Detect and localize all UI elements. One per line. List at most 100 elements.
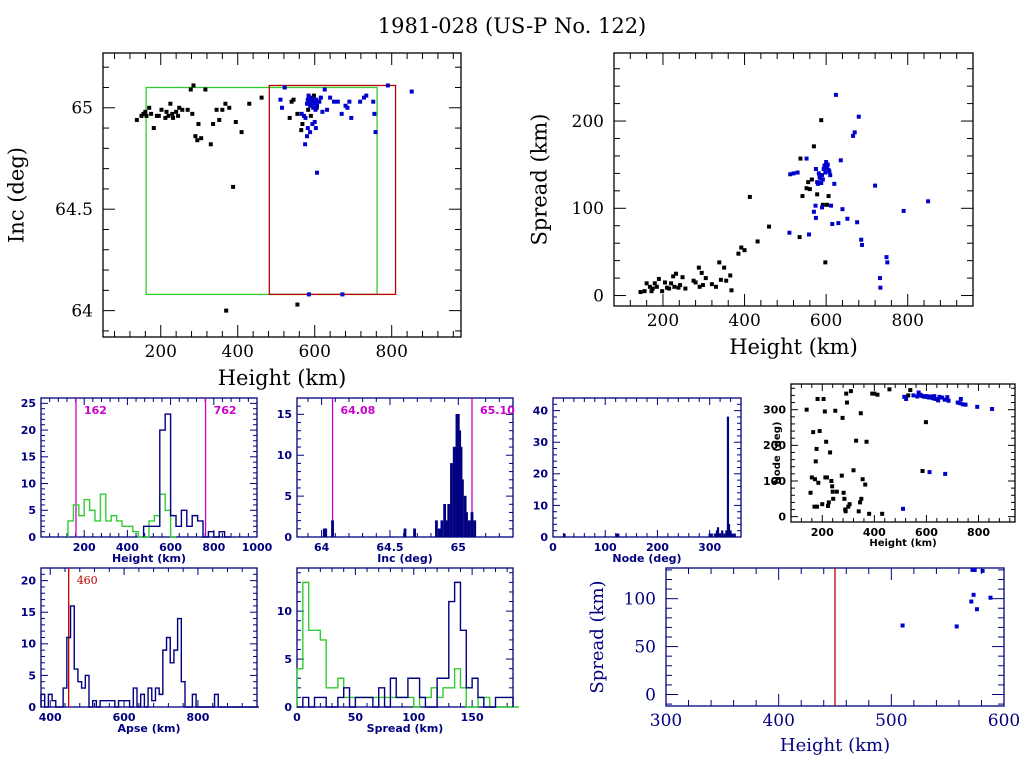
data-point-blue [833, 92, 838, 97]
data-point-blue [901, 506, 905, 511]
data-point-black [825, 503, 830, 508]
data-point-black [703, 276, 708, 281]
histogram-bin-green [68, 521, 73, 537]
data-point-black [652, 281, 657, 286]
histogram-bin-green [111, 516, 116, 537]
x-tick-label: 100 [594, 541, 617, 554]
plot-frame [552, 397, 742, 538]
data-point-blue [885, 260, 890, 265]
x-tick-label: 50 [348, 711, 364, 724]
data-point-black [809, 475, 814, 480]
data-point-blue [339, 111, 344, 116]
data-point-black [729, 288, 734, 293]
histogram-bin-blue [208, 532, 213, 537]
data-point-black [813, 459, 818, 464]
histogram-bar [465, 512, 468, 538]
data-point-blue [822, 163, 827, 168]
x-tick-label: 64 [314, 541, 330, 554]
data-point-blue [821, 167, 826, 172]
data-point-blue [358, 99, 363, 104]
data-point-blue [852, 130, 857, 135]
data-point-black [170, 111, 175, 116]
histogram-bin-blue [455, 582, 461, 707]
data-point-blue [915, 394, 920, 399]
histogram-bin-green [95, 521, 100, 537]
histogram-bar [729, 530, 732, 538]
data-point-blue [331, 99, 336, 104]
histogram-bar [413, 528, 416, 538]
x-tick-label: 400 [222, 342, 254, 362]
histogram-bar [731, 533, 734, 538]
data-point-black [747, 194, 752, 199]
data-point-blue [313, 126, 318, 131]
data-point-blue [309, 101, 314, 106]
data-point-blue [312, 119, 317, 124]
histogram-bar [721, 530, 724, 538]
data-point-blue [813, 203, 818, 208]
x-tick-label: 200 [145, 342, 177, 362]
plot-frame [296, 397, 514, 538]
data-point-black [227, 105, 232, 110]
histogram-bar [617, 533, 620, 538]
reference-line-label: 64.08 [341, 404, 376, 417]
data-point-blue [372, 111, 377, 116]
histogram-bar [713, 533, 716, 538]
data-point-black [196, 122, 201, 126]
data-point-black [856, 509, 861, 514]
histogram-bin-blue [414, 678, 420, 707]
data-point-black [816, 480, 821, 485]
histogram-bin-green [332, 688, 338, 707]
y-tick-label: 15 [21, 606, 36, 619]
data-point-blue [820, 173, 825, 178]
data-point-blue [340, 292, 345, 297]
data-point-black [867, 511, 872, 516]
data-point-black [864, 439, 869, 444]
data-point-blue [811, 209, 816, 214]
data-point-blue [791, 171, 796, 176]
data-point-blue [960, 402, 965, 407]
data-point-black [806, 180, 811, 185]
chart-inc_histogram: 64 64.5 65 0 5 10 15 Inc (deg) 64.08 65.10 [277, 397, 515, 565]
data-point-blue [303, 142, 308, 147]
data-point-black [800, 194, 805, 199]
histogram-bin-blue [402, 697, 408, 707]
data-point-black [870, 391, 875, 396]
y-tick-label: 10 [21, 477, 37, 490]
data-point-black [188, 87, 193, 92]
data-point-blue [838, 158, 843, 163]
histogram-bar [324, 528, 328, 538]
data-point-black [662, 280, 667, 285]
data-point-black [920, 469, 925, 474]
green-box [145, 86, 378, 296]
data-point-black [191, 83, 196, 88]
histogram-bar [452, 446, 456, 538]
reference-line-label: 762 [214, 404, 237, 417]
data-point-black [845, 400, 849, 405]
data-point-blue [827, 169, 832, 174]
data-point-blue [305, 97, 310, 102]
plot-frame [102, 52, 462, 338]
data-point-blue [855, 220, 860, 225]
histogram-bin-green [117, 521, 122, 537]
histogram-bin-green [338, 678, 344, 707]
data-point-blue [813, 215, 818, 220]
y-tick-label: 40 [533, 404, 549, 417]
y-tick-label: 50 [634, 638, 656, 658]
data-point-blue [940, 395, 945, 400]
y-tick-label: 10 [21, 638, 37, 651]
data-point-black [289, 99, 294, 104]
data-point-blue [958, 401, 963, 406]
data-point-blue [900, 623, 905, 628]
histogram-bin-blue [170, 663, 174, 707]
data-point-blue [301, 113, 306, 118]
data-point-blue [825, 162, 830, 167]
histogram-bin-blue [154, 526, 159, 537]
histogram-step-blue [297, 581, 514, 708]
data-point-blue [818, 176, 823, 181]
y-tick-label: 0 [28, 701, 36, 714]
histogram-bin-blue [420, 697, 426, 707]
histogram-bar [733, 533, 736, 538]
data-point-blue [813, 167, 818, 172]
histogram-bin-green [455, 669, 461, 707]
data-point-blue [306, 292, 311, 297]
